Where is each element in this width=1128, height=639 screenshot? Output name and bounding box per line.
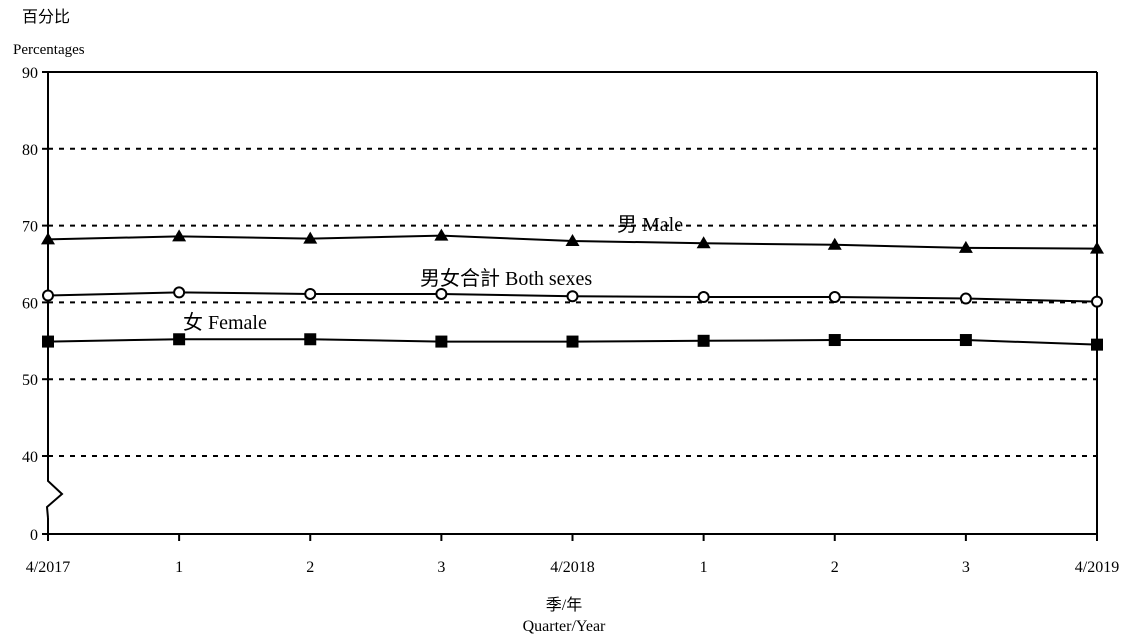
data-point-both-sexes — [1091, 295, 1103, 308]
x-tick-label: 1 — [175, 559, 183, 576]
data-point-male — [565, 233, 580, 246]
data-point-both-sexes — [828, 291, 841, 304]
data-point-both-sexes — [42, 289, 54, 302]
y-axis-title-english: Percentages — [13, 42, 85, 58]
data-point-male — [303, 231, 318, 244]
x-tick-label: 3 — [962, 559, 970, 576]
data-point-female — [1091, 338, 1103, 351]
y-tick-label: 70 — [22, 219, 38, 236]
y-tick-label: 80 — [22, 142, 38, 159]
data-point-male — [958, 240, 973, 253]
data-point-male — [1090, 241, 1104, 254]
x-axis-title-english: Quarter/Year — [522, 618, 606, 635]
y-tick-label: 90 — [22, 65, 38, 82]
series-label: 女 Female — [183, 311, 267, 334]
line-chart: 0 40 50 60 70 80 90 4/2017 1 2 3 4/2018 1 2 3 4/2019 男 M… — [22, 65, 1119, 576]
y-tick-label: 0 — [30, 527, 38, 544]
data-point-male — [696, 236, 711, 249]
series-label: 男 Male — [617, 214, 683, 236]
data-point-male — [434, 228, 449, 241]
y-tick-label: 50 — [22, 372, 38, 389]
data-point-female — [697, 334, 710, 347]
y-axis-break-mark — [45, 470, 64, 519]
data-point-both-sexes — [304, 287, 317, 300]
data-point-female — [828, 334, 841, 347]
x-tick-label: 4/2018 — [550, 559, 594, 576]
x-tick-label: 2 — [831, 559, 839, 576]
data-point-male — [172, 229, 187, 242]
x-tick-label: 4/2017 — [26, 559, 70, 576]
data-point-female — [566, 335, 579, 348]
y-axis-title-chinese: 百分比 — [22, 9, 71, 26]
x-tick-label: 3 — [437, 559, 445, 576]
x-tick-label: 2 — [306, 559, 314, 576]
x-axis-title-chinese: 季/年 — [545, 597, 583, 614]
data-point-both-sexes — [959, 292, 972, 305]
data-point-male — [827, 237, 842, 250]
data-point-male — [41, 232, 55, 245]
y-tick-label: 40 — [22, 449, 38, 466]
data-point-female — [959, 334, 972, 347]
y-tick-label: 60 — [22, 295, 38, 312]
data-point-female — [173, 333, 186, 346]
data-point-both-sexes — [697, 291, 710, 304]
data-point-both-sexes — [566, 290, 579, 303]
x-tick-label: 1 — [700, 559, 708, 576]
x-tick-label: 4/2019 — [1075, 559, 1119, 576]
data-point-female — [42, 335, 54, 348]
series-label: 男女合計 Both sexes — [420, 267, 592, 290]
data-point-both-sexes — [435, 287, 448, 300]
data-point-both-sexes — [173, 286, 186, 299]
data-point-female — [304, 333, 317, 346]
data-point-female — [435, 335, 448, 348]
